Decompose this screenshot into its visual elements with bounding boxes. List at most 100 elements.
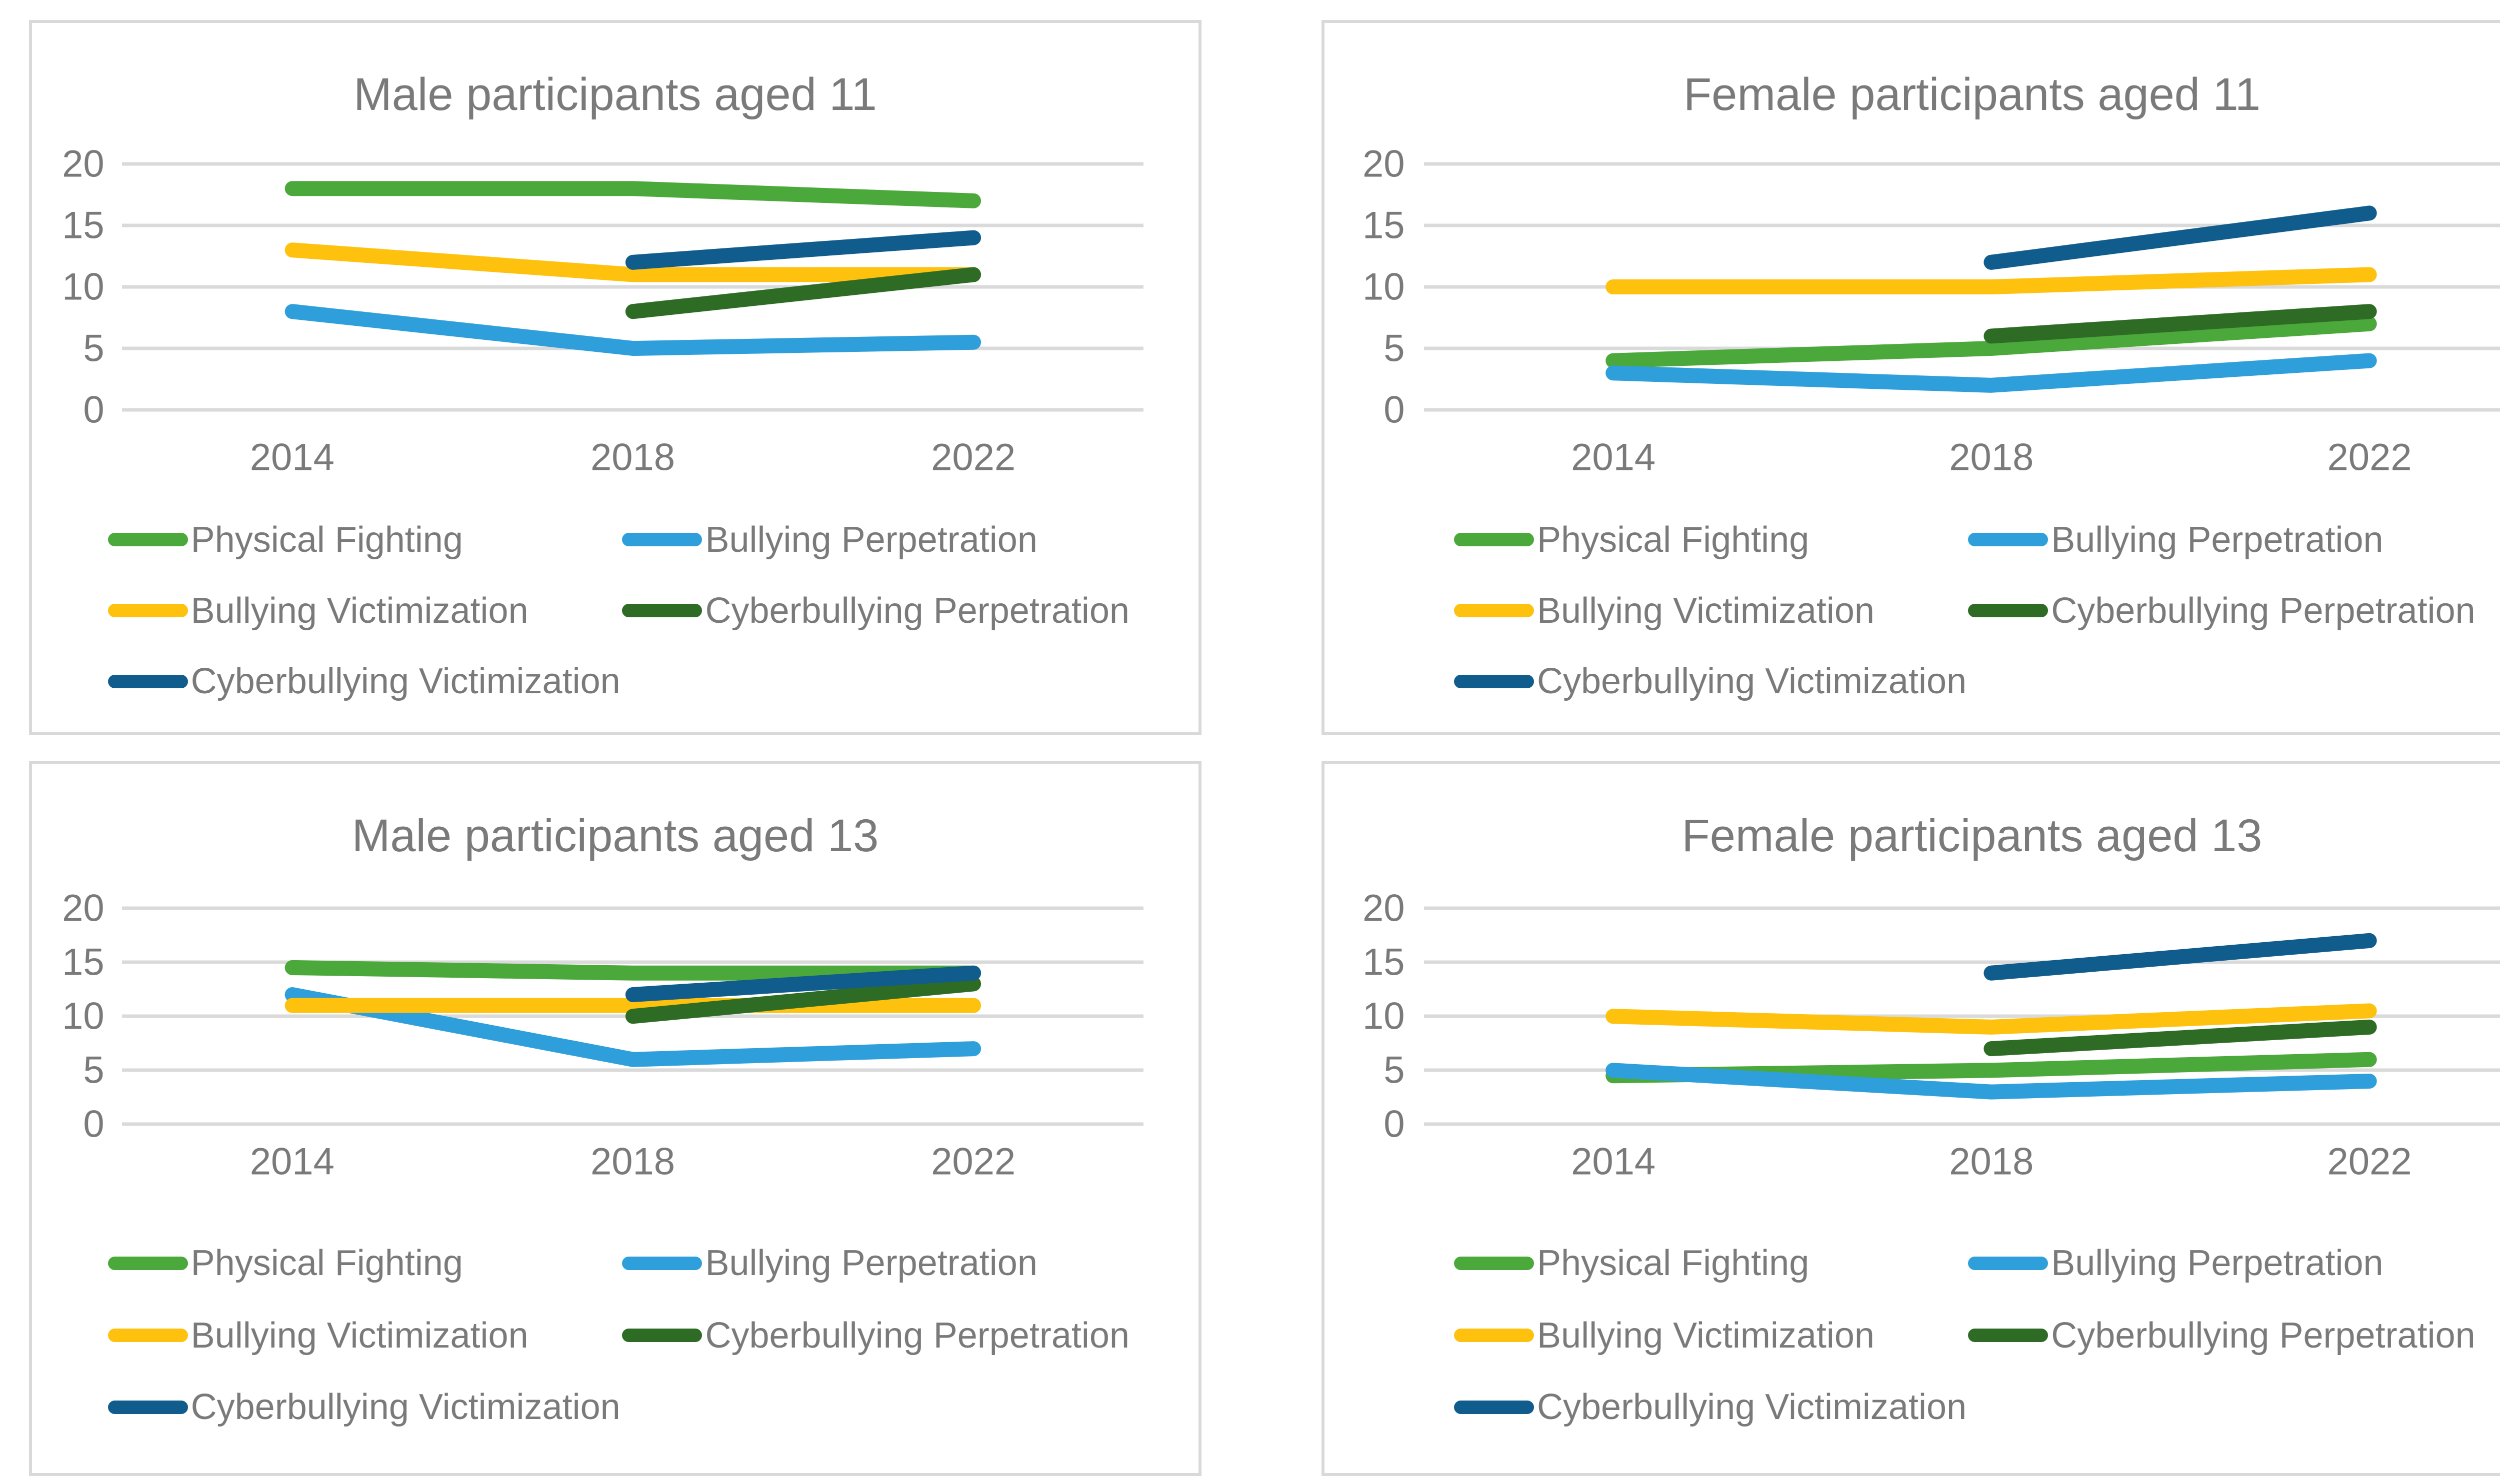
x-tick-label: 2022 [2327, 436, 2412, 479]
chart-panel-female-aged-11: Female participants aged 11 0 5 10 15 20 201… [1322, 20, 2500, 735]
gridline [122, 162, 1144, 166]
y-tick-label: 5 [83, 327, 104, 370]
legend-swatch-physical-fighting [1454, 533, 1534, 547]
gridline [122, 1122, 1144, 1126]
chart-panel-male-aged-11: Male participants aged 11 0 5 10 15 20 2014 2… [29, 20, 1202, 735]
plot-area [1424, 162, 2500, 412]
x-tick-label: 2014 [250, 1140, 334, 1183]
x-tick-label: 2014 [1571, 1140, 1656, 1183]
y-tick-label: 10 [1362, 265, 1405, 308]
legend-label: Physical Fighting [1537, 519, 1810, 560]
y-tick-label: 5 [1384, 1049, 1405, 1092]
legend-label: Bullying Perpetration [2051, 1243, 2384, 1284]
series-line-cyberbullying-victimization [1984, 933, 2378, 981]
y-tick-label: 20 [62, 887, 104, 930]
legend-label: Cyberbullying Victimization [1537, 661, 1967, 702]
legend-item-physical-fighting: Physical Fighting [108, 519, 463, 560]
chart-title: Male participants aged 13 [352, 810, 879, 861]
legend-label: Bullying Perpetration [705, 519, 1038, 560]
series-plot [1606, 933, 2378, 1100]
legend-label: Bullying Perpetration [705, 1243, 1038, 1284]
legend-item-bullying-victimization: Bullying Victimization [108, 1315, 528, 1356]
series-line-bullying-victimization [1606, 1003, 2378, 1035]
legend-item-bullying-victimization: Bullying Victimization [1454, 590, 1874, 631]
y-axis: 0 5 10 15 20 [32, 143, 104, 431]
series-line-bullying-perpetration [1606, 353, 2378, 393]
legend-swatch-bullying-victimization [1454, 1329, 1534, 1343]
legend-item-cyberbullying-perpetration: Cyberbullying Perpetration [1968, 1315, 2476, 1356]
plot-area [1424, 906, 2500, 1126]
legend-item-cyberbullying-perpetration: Cyberbullying Perpetration [622, 1315, 1130, 1356]
x-tick-label: 2018 [590, 436, 676, 479]
y-tick-label: 20 [62, 142, 104, 185]
legend-label: Bullying Victimization [1537, 1315, 1874, 1356]
series-line-cyberbullying-victimization [625, 965, 981, 1002]
gridline [1424, 1014, 2500, 1018]
series-line-bullying-perpetration [284, 987, 981, 1067]
series-plot [284, 960, 981, 1067]
plot-area [122, 906, 1144, 1126]
legend-label: Bullying Victimization [1537, 590, 1874, 631]
x-tick-label: 2014 [1571, 436, 1656, 479]
y-tick-label: 0 [1384, 388, 1405, 431]
legend-label: Cyberbullying Perpetration [705, 590, 1130, 631]
legend-item-cyberbullying-victimization: Cyberbullying Victimization [108, 1387, 620, 1428]
legend-label: Cyberbullying Perpetration [2051, 1315, 2476, 1356]
legend-label: Cyberbullying Victimization [190, 1387, 620, 1428]
legend-swatch-cyberbullying-perpetration [622, 1329, 702, 1343]
series-line-cyberbullying-victimization [1984, 205, 2378, 270]
legend-swatch-bullying-victimization [108, 1329, 188, 1343]
legend-swatch-cyberbullying-perpetration [1968, 1329, 2048, 1343]
legend-item-cyberbullying-perpetration: Cyberbullying Perpetration [622, 590, 1130, 631]
series-line-cyberbullying-perpetration [625, 976, 981, 1024]
legend-item-physical-fighting: Physical Fighting [1454, 1243, 1809, 1284]
y-tick-label: 20 [1362, 887, 1405, 930]
series-line-bullying-perpetration [284, 304, 981, 356]
legend-swatch-bullying-victimization [1454, 604, 1534, 618]
legend-swatch-cyberbullying-victimization [1454, 674, 1534, 688]
legend-label: Bullying Victimization [190, 590, 528, 631]
legend: Physical Fighting Bullying Perpetration Bu… [1324, 23, 2500, 732]
legend-label: Cyberbullying Victimization [1537, 1387, 1967, 1428]
legend-item-bullying-perpetration: Bullying Perpetration [1968, 519, 2384, 560]
series-line-cyberbullying-perpetration [1984, 1019, 2378, 1056]
legend-item-bullying-perpetration: Bullying Perpetration [622, 1243, 1038, 1284]
y-tick-label: 0 [1384, 1103, 1405, 1146]
chart-title: Female participants aged 13 [1682, 810, 2262, 861]
legend-item-bullying-perpetration: Bullying Perpetration [1968, 1243, 2384, 1284]
series-plot [284, 181, 981, 356]
series-line-bullying-victimization [284, 242, 981, 282]
legend-item-cyberbullying-victimization: Cyberbullying Victimization [1454, 1387, 1966, 1428]
legend-label: Bullying Victimization [190, 1315, 528, 1356]
legend-label: Cyberbullying Victimization [190, 661, 620, 702]
plot-area [122, 162, 1144, 412]
y-tick-label: 5 [83, 1049, 104, 1092]
x-tick-label: 2014 [250, 436, 334, 479]
gridline [1424, 1122, 2500, 1126]
chart-panel-male-aged-13: Male participants aged 13 0 5 10 15 20 2014 2… [29, 761, 1202, 1476]
legend-swatch-bullying-victimization [108, 604, 188, 618]
legend: Physical Fighting Bullying Perpetration Bu… [32, 23, 1198, 732]
chart-title: Male participants aged 11 [354, 68, 877, 120]
gridline [1424, 223, 2500, 227]
series-line-physical-fighting [1606, 316, 2378, 368]
y-tick-label: 5 [1384, 327, 1405, 370]
gridline [122, 408, 1144, 412]
legend-label: Physical Fighting [190, 1243, 463, 1284]
legend: Physical Fighting Bullying Perpetration Bu… [1324, 764, 2500, 1473]
series-line-bullying-victimization [1606, 267, 2378, 295]
y-axis: 0 5 10 15 20 [1324, 887, 1405, 1145]
y-tick-label: 10 [62, 265, 104, 308]
gridline [122, 906, 1144, 910]
gridline [122, 223, 1144, 227]
legend-label: Cyberbullying Perpetration [705, 1315, 1130, 1356]
gridline [122, 285, 1144, 289]
x-tick-label: 2018 [1949, 436, 2034, 479]
gridline [122, 960, 1144, 964]
legend-label: Physical Fighting [1537, 1243, 1810, 1284]
legend-swatch-bullying-perpetration [1968, 1256, 2048, 1270]
y-tick-label: 15 [1362, 941, 1405, 984]
legend-label: Bullying Perpetration [2051, 519, 2384, 560]
series-line-cyberbullying-victimization [625, 230, 981, 270]
